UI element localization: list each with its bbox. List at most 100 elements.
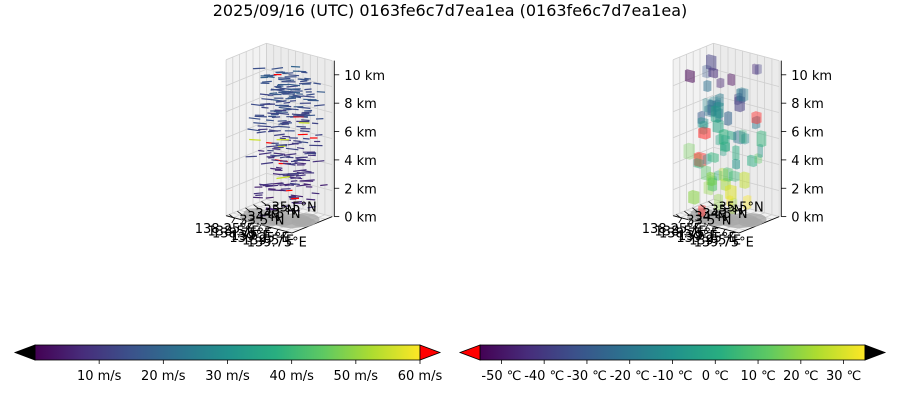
wind-arrow [291, 113, 305, 117]
voxel-face [712, 176, 717, 187]
voxel-face [715, 69, 719, 79]
wind-arrow [289, 108, 299, 111]
y-tick-mark [708, 200, 714, 206]
grid-line [225, 120, 333, 139]
voxel-face [739, 89, 743, 104]
voxel-face [688, 191, 695, 205]
wind-arrow [288, 74, 300, 77]
wind-arrow [252, 196, 263, 199]
voxel-face [757, 144, 761, 158]
voxel-face [693, 159, 701, 169]
voxel-face [693, 153, 702, 168]
wind-arrow [270, 88, 283, 92]
voxel-face [715, 93, 724, 97]
voxel-face [757, 143, 763, 146]
wind-arrow [289, 182, 300, 186]
wind-arrow [290, 194, 304, 198]
wind-arrow [306, 198, 316, 201]
y-tick-label: 34.5°N [255, 207, 300, 222]
terrain-shading [240, 208, 320, 228]
voxel-face [720, 143, 727, 146]
voxel-face [718, 167, 729, 171]
wind-arrow [280, 122, 289, 124]
wind-arrow [293, 159, 303, 162]
voxel-face [752, 64, 757, 75]
wind-arrow [258, 149, 265, 152]
wind-arrow [313, 82, 321, 85]
z-tick-label: 4 km [344, 154, 377, 169]
voxel-face [693, 158, 704, 162]
wind-arrow [301, 169, 312, 173]
wind-arrows [245, 65, 328, 217]
voxel-face [693, 151, 707, 156]
voxel-face [751, 112, 758, 125]
colorbar-tick-label: 0 ℃ [702, 369, 729, 384]
wind-arrow [301, 111, 312, 114]
voxel-face [703, 81, 708, 92]
x-tick-mark [678, 217, 683, 224]
voxel-face [745, 173, 750, 189]
wind-arrow [295, 174, 306, 177]
wind-arrow [294, 162, 307, 165]
voxel-face [736, 88, 743, 91]
voxel-face [727, 73, 736, 76]
wind-arrow [287, 83, 301, 87]
voxel-face [734, 92, 743, 96]
colorbar-under-extend [458, 344, 481, 361]
voxel-face [707, 175, 717, 179]
voxel-face [729, 172, 736, 182]
colorbar-tick-label: -20 ℃ [610, 369, 650, 384]
voxel-face [733, 132, 741, 145]
wind-arrow [278, 77, 291, 80]
x-tick-label: 139°E [231, 229, 271, 244]
voxel-face [689, 144, 695, 160]
voxel-face [756, 132, 763, 148]
wind-arrow [270, 154, 280, 157]
voxel-face [727, 131, 735, 141]
wind-arrow [269, 129, 278, 132]
voxel-face [698, 206, 703, 217]
axis-tick-labels: 138.25°E138.5°E138.75°E139°E139.25°E139.… [195, 69, 385, 251]
wind-arrow [256, 131, 266, 134]
wind-arrow [276, 166, 283, 169]
wind-arrow [266, 119, 274, 122]
wind-arrow [282, 120, 291, 124]
voxel-face [713, 178, 718, 192]
wind-arrow [281, 188, 291, 190]
voxel-face [732, 158, 740, 162]
x-tick-label: 139.5°E [242, 233, 294, 248]
wind-arrow [293, 140, 301, 142]
voxel-face [699, 120, 708, 124]
voxel-face [713, 103, 720, 119]
voxel-face [747, 156, 754, 168]
voxel-face [713, 56, 717, 71]
voxel-face [715, 135, 720, 146]
colorbar-tick-label: 10 ℃ [740, 369, 775, 384]
wind-arrow [277, 120, 287, 122]
y-tick-mark [237, 210, 243, 216]
voxel-face [732, 145, 740, 148]
voxel-face [737, 160, 740, 170]
wind-arrow [279, 155, 291, 159]
voxel-face [692, 71, 695, 83]
y-tick-label: 35°N [711, 204, 744, 219]
colorbar-tick-label: 40 m/s [269, 369, 314, 384]
wind-arrow [261, 106, 269, 109]
voxel-face [740, 97, 745, 113]
voxel-face [707, 177, 713, 187]
y-tick-label: 35°N [264, 204, 297, 219]
colorbar-tick-label: 60 m/s [398, 369, 443, 384]
x-tick-mark [274, 229, 279, 235]
colorbar-under-extend [13, 344, 36, 361]
wind-arrow [276, 176, 290, 180]
axis-tick-labels: 138.25°E138.5°E138.75°E139°E139.25°E139.… [642, 69, 832, 251]
wind-arrow [269, 92, 278, 95]
voxel-face [754, 64, 762, 67]
voxel-face [756, 64, 759, 75]
wind-arrow [293, 169, 307, 172]
wind-arrow [320, 184, 328, 187]
voxel-face [755, 116, 761, 130]
wind-arrow [304, 109, 313, 112]
wind-arrow [271, 116, 281, 118]
